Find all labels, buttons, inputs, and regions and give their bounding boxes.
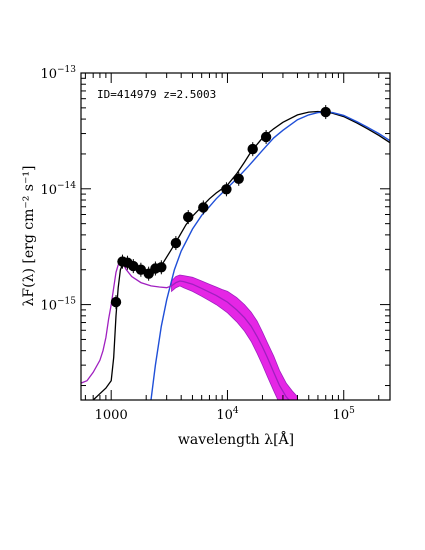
y-tick-label: 10−14 (40, 181, 76, 198)
data-point (156, 262, 167, 273)
data-point (198, 202, 209, 213)
data-point (183, 211, 194, 223)
data-point (135, 264, 147, 275)
plot-frame (80, 72, 391, 401)
data-point (170, 237, 182, 249)
data-point (233, 173, 244, 184)
y-tick-label: 10−13 (40, 65, 76, 82)
agn-uncertainty-band (171, 274, 298, 400)
data-point (110, 296, 122, 308)
y-axis-title: λF(λ) [erg cm⁻² s⁻¹] (21, 166, 37, 307)
source-annotation: ID=414979 z=2.5003 (97, 88, 216, 101)
data-point (260, 131, 272, 143)
photometry-points-layer (110, 105, 331, 310)
x-axis-title: wavelength λ[Å] (178, 430, 294, 448)
axis-ticks (81, 72, 390, 400)
data-point (221, 184, 232, 195)
stellar-component-line (150, 111, 390, 400)
x-tick-label: 104 (216, 406, 239, 423)
agn-template-line (81, 260, 290, 400)
x-tick-label: 1000 (95, 408, 128, 423)
data-point (247, 143, 258, 155)
data-point (320, 106, 331, 118)
axis-tick-labels: 1000 104 105 10−15 10−14 10−13 (40, 65, 355, 423)
agn-band-layer (171, 274, 298, 400)
x-tick-label: 105 (333, 406, 356, 423)
total-model-line (92, 110, 390, 400)
y-tick-label: 10−15 (40, 297, 76, 314)
